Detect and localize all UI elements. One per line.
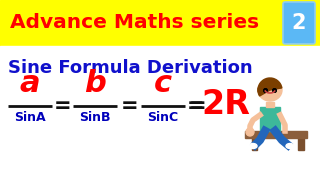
Text: Sine Formula Derivation: Sine Formula Derivation [8, 59, 252, 77]
Bar [266, 102, 274, 107]
Text: SinA: SinA [14, 111, 46, 124]
Bar [0, 46, 320, 180]
Text: =: = [121, 96, 139, 116]
Text: =: = [187, 96, 205, 116]
Text: =: = [54, 96, 72, 116]
Text: b: b [84, 69, 106, 98]
Text: SinB: SinB [79, 111, 111, 124]
Ellipse shape [286, 143, 294, 148]
FancyBboxPatch shape [283, 2, 315, 44]
Text: 2R: 2R [202, 89, 251, 122]
Text: 2: 2 [292, 13, 306, 33]
Bar [0, 0, 320, 46]
Bar [298, 136, 304, 150]
Bar [252, 138, 257, 150]
Wedge shape [258, 78, 282, 92]
Text: a: a [20, 69, 40, 98]
Bar [260, 107, 280, 131]
Text: =: = [189, 96, 207, 116]
Bar [245, 131, 307, 138]
Text: c: c [154, 69, 172, 98]
Ellipse shape [258, 79, 282, 101]
Circle shape [246, 128, 254, 136]
Text: SinC: SinC [148, 111, 179, 124]
Wedge shape [258, 88, 270, 96]
Text: Advance Maths series: Advance Maths series [10, 14, 259, 32]
Ellipse shape [249, 143, 257, 148]
